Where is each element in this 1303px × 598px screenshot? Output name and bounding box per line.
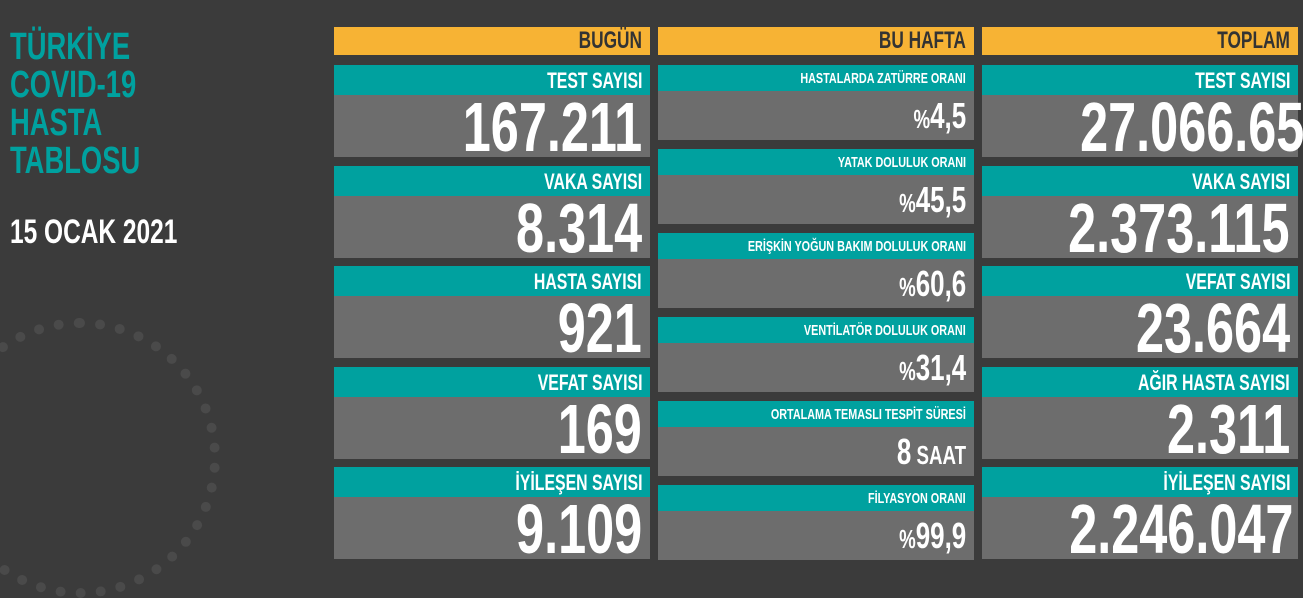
- stat-card: YATAK DOLULUK ORANI %45,5: [658, 149, 974, 224]
- stat-value-box: 2.373.115: [982, 193, 1298, 263]
- stat-card: İYİLEŞEN SAYISI 9.109: [334, 467, 650, 564]
- stat-value: 921: [557, 289, 642, 367]
- stat-value-box: 9.109: [334, 494, 650, 564]
- report-date: 15 OCAK 2021: [10, 213, 178, 251]
- stat-value-box: %45,5: [658, 175, 974, 224]
- stat-value: 9.109: [515, 490, 642, 568]
- stat-label: HASTA SAYISI: [334, 266, 650, 296]
- stat-value: 23.664: [1135, 289, 1290, 367]
- stat-value-box: %31,4: [658, 343, 974, 392]
- stat-value-box: 167.211: [334, 92, 650, 162]
- stat-value-box: 2.246.047: [982, 494, 1298, 564]
- stat-label: VAKA SAYISI: [334, 165, 650, 196]
- stat-label: ERİŞKİN YOĞUN BAKIM DOLULUK ORANI: [658, 233, 974, 259]
- stat-label: VEFAT SAYISI: [982, 266, 1298, 296]
- stat-card: FİLYASYON ORANI %99,9: [658, 485, 974, 560]
- stat-value: 2.246.047: [1069, 490, 1294, 568]
- stat-value: 4,5: [929, 95, 966, 136]
- stat-value: 2.311: [1166, 389, 1290, 468]
- stat-label: ORTALAMA TEMASLI TESPİT SÜRESİ: [658, 401, 974, 427]
- stat-label: VAKA SAYISI: [982, 165, 1298, 196]
- stat-card: AĞIR HASTA SAYISI 2.311: [982, 366, 1298, 464]
- stat-value-box: 8 SAAT: [658, 427, 974, 476]
- column-header: BUGÜN: [334, 27, 650, 55]
- stat-value: 27.066.653: [1080, 88, 1303, 166]
- stat-value-box: 2.311: [982, 394, 1298, 464]
- percent-sign: %: [898, 524, 916, 554]
- column-header: TOPLAM: [982, 27, 1298, 55]
- column-header: BU HAFTA: [658, 27, 974, 55]
- stat-label: AĞIR HASTA SAYISI: [982, 366, 1298, 397]
- stat-label: İYİLEŞEN SAYISI: [982, 467, 1298, 497]
- stat-value-box: %99,9: [658, 511, 974, 560]
- stat-card: VAKA SAYISI 2.373.115: [982, 165, 1298, 263]
- percent-sign: %: [898, 356, 916, 386]
- stat-value-box: 23.664: [982, 293, 1298, 363]
- stat-card: ERİŞKİN YOĞUN BAKIM DOLULUK ORANI %60,6: [658, 233, 974, 308]
- stat-card: TEST SAYISI 167.211: [334, 65, 650, 162]
- stat-value-box: 921: [334, 293, 650, 363]
- stat-card: HASTALARDA ZATÜRRE ORANI %4,5: [658, 65, 974, 140]
- stat-card: VEFAT SAYISI 23.664: [982, 266, 1298, 363]
- stat-card: ORTALAMA TEMASLI TESPİT SÜRESİ 8 SAAT: [658, 401, 974, 476]
- stat-card: HASTA SAYISI 921: [334, 266, 650, 363]
- stat-label: YATAK DOLULUK ORANI: [658, 149, 974, 175]
- stat-label: İYİLEŞEN SAYISI: [334, 467, 650, 497]
- page-title: TÜRKİYE COVID-19 HASTA TABLOSU: [10, 26, 141, 182]
- stat-value: 45,5: [915, 179, 966, 220]
- percent-sign: %: [913, 104, 930, 134]
- ministry-emblem-watermark: [0, 318, 220, 598]
- stat-value: 8: [896, 431, 912, 472]
- stat-value-box: 27.066.653: [982, 92, 1303, 162]
- stat-label: TEST SAYISI: [334, 65, 650, 95]
- stat-value: 167.211: [462, 88, 642, 166]
- stat-card: VEFAT SAYISI 169: [334, 366, 650, 464]
- percent-sign: %: [898, 272, 916, 302]
- stat-value-box: %60,6: [658, 259, 974, 308]
- today-column: BUGÜN TEST SAYISI 167.211 VAKA SAYISI 8.314…: [334, 27, 650, 564]
- stat-value: 2.373.115: [1068, 188, 1290, 267]
- stat-value: 8.314: [515, 188, 642, 267]
- percent-sign: %: [898, 188, 916, 218]
- stat-card: İYİLEŞEN SAYISI 2.246.047: [982, 467, 1298, 564]
- stat-value: 60,6: [915, 263, 966, 304]
- stat-card: VAKA SAYISI 8.314: [334, 165, 650, 263]
- stat-value-box: %4,5: [658, 91, 974, 140]
- stat-value: 99,9: [915, 515, 966, 556]
- week-column: BU HAFTA HASTALARDA ZATÜRRE ORANI %4,5 YAT…: [658, 27, 974, 560]
- stat-value: 31,4: [915, 347, 966, 388]
- stat-card: VENTİLATÖR DOLULUK ORANI %31,4: [658, 317, 974, 392]
- unit: SAAT: [911, 440, 966, 470]
- stat-value-box: 8.314: [334, 193, 650, 263]
- stat-label: TEST SAYISI: [982, 65, 1298, 95]
- stat-value: 169: [557, 389, 642, 468]
- stat-label: HASTALARDA ZATÜRRE ORANI: [658, 65, 974, 91]
- stat-label: VEFAT SAYISI: [334, 366, 650, 397]
- stat-label: VENTİLATÖR DOLULUK ORANI: [658, 317, 974, 343]
- stat-value-box: 169: [334, 394, 650, 464]
- stat-label: FİLYASYON ORANI: [658, 485, 974, 511]
